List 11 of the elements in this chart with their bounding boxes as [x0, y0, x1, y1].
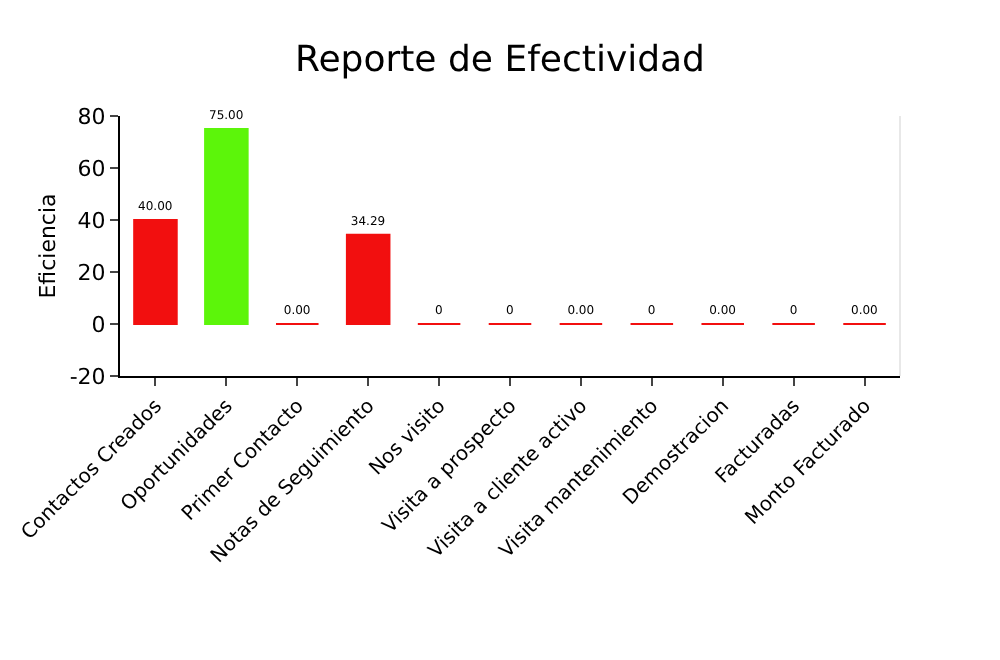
y-axis-title: Eficiencia [34, 193, 61, 299]
y-tick-label: 20 [77, 259, 106, 286]
bar [345, 233, 391, 325]
y-tick-label: 80 [77, 103, 106, 130]
bar [133, 219, 178, 325]
chart-title: Reporte de Efectividad [295, 39, 705, 82]
y-tick-label: 0 [91, 311, 106, 338]
bar [204, 128, 249, 325]
y-tick-label: 60 [77, 155, 106, 182]
y-tick-label: 40 [77, 207, 106, 234]
y-tick-label: -20 [69, 363, 106, 390]
